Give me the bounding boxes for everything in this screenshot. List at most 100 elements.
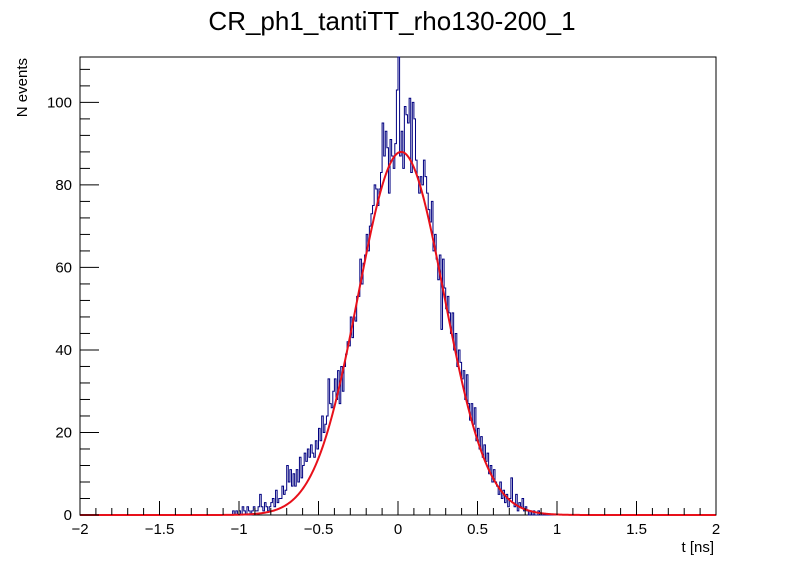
- x-tick-label: 1: [553, 521, 561, 538]
- histogram-bin: [377, 206, 379, 515]
- histogram-bin: [360, 259, 362, 515]
- histogram-bin: [457, 366, 459, 515]
- histogram-bin: [514, 507, 516, 515]
- y-axis-label: N events: [14, 58, 31, 117]
- x-tick-label: 0.5: [467, 521, 488, 538]
- histogram-bin: [428, 210, 430, 515]
- y-tick-label: 60: [55, 259, 72, 276]
- histogram-bin: [369, 226, 371, 515]
- histogram-bin: [388, 193, 390, 515]
- histogram-bin: [435, 234, 437, 515]
- histogram-bin: [414, 119, 416, 515]
- histogram-bin: [352, 338, 354, 515]
- histogram-bin: [390, 140, 392, 515]
- histogram-bin: [385, 131, 387, 515]
- histogram-bin: [358, 296, 360, 515]
- histogram-bin: [470, 420, 472, 515]
- y-axis: 0 20 40 60 80 100: [47, 68, 99, 524]
- histogram-bin: [479, 449, 481, 515]
- histogram-bin: [379, 189, 381, 515]
- histogram-bin: [363, 263, 365, 515]
- histogram-bin: [376, 189, 378, 515]
- histogram-bin: [342, 391, 344, 515]
- histogram-bin: [374, 185, 376, 515]
- histogram-bin: [368, 251, 370, 515]
- histogram-bin: [339, 404, 341, 515]
- histogram-outline: [80, 56, 716, 516]
- histogram-bin: [415, 160, 417, 515]
- histogram-bin: [501, 498, 503, 515]
- histogram-bin: [425, 177, 427, 515]
- histogram-bin: [444, 288, 446, 515]
- y-tick-label: 80: [55, 177, 72, 194]
- histogram-bin: [295, 486, 297, 515]
- histogram-bin: [417, 177, 419, 515]
- histogram-bin: [473, 424, 475, 515]
- histogram-bin: [312, 453, 314, 515]
- histogram-bin: [350, 317, 352, 515]
- histogram-bin: [449, 313, 451, 515]
- histogram-bin: [420, 177, 422, 515]
- histogram-bin: [401, 131, 403, 515]
- histogram-bin: [353, 317, 355, 515]
- histogram-bin: [357, 296, 359, 515]
- histogram-bin: [347, 342, 349, 515]
- x-tick-label: 2: [712, 521, 720, 538]
- histogram-bin: [393, 168, 395, 515]
- histogram-bin: [288, 482, 290, 515]
- histogram-bin: [373, 206, 375, 515]
- histogram-bin: [408, 123, 410, 515]
- histogram-bin: [349, 346, 351, 515]
- histogram-bin: [309, 457, 311, 515]
- histogram-bin: [366, 234, 368, 515]
- histogram-bin: [450, 333, 452, 515]
- x-axis-label: t [ns]: [681, 539, 714, 556]
- histogram-bin: [371, 214, 373, 515]
- histogram-bin: [355, 321, 357, 515]
- histogram-bin: [411, 173, 413, 515]
- x-tick-label: −0.5: [304, 521, 334, 538]
- histogram-bin: [306, 461, 308, 515]
- histogram-bin: [465, 399, 467, 515]
- x-tick-label: 1.5: [626, 521, 647, 538]
- plot-frame: [79, 56, 717, 516]
- histogram-bin: [419, 193, 421, 515]
- histogram-bin: [392, 156, 394, 515]
- histogram-bin: [441, 329, 443, 515]
- histogram-bin: [365, 255, 367, 515]
- histogram-bin: [395, 144, 397, 515]
- histogram-bin: [446, 309, 448, 515]
- histogram-bin: [346, 354, 348, 515]
- histogram-bin: [485, 461, 487, 515]
- histogram-bins: [233, 57, 540, 515]
- y-tick-label: 20: [55, 424, 72, 441]
- histogram-bin: [361, 284, 363, 515]
- histogram-bin: [517, 511, 519, 515]
- histogram-bin: [427, 193, 429, 515]
- y-tick-label: 100: [47, 94, 72, 111]
- x-tick-label: −2: [71, 521, 88, 538]
- y-tick-label: 40: [55, 342, 72, 359]
- histogram-bin: [433, 251, 435, 515]
- histogram-bin: [498, 494, 500, 515]
- histogram-bin: [438, 280, 440, 515]
- histogram-bin: [298, 482, 300, 515]
- histogram-bin: [454, 350, 456, 515]
- x-tick-label: −1: [230, 521, 247, 538]
- histogram-bin: [403, 168, 405, 515]
- histogram-bin: [387, 148, 389, 515]
- histogram-bin: [430, 222, 432, 515]
- x-tick-label: −1.5: [145, 521, 175, 538]
- histogram-bin: [436, 259, 438, 515]
- gaussian-fit-curve: [80, 150, 716, 516]
- histogram-bin: [447, 296, 449, 515]
- histogram-bin: [505, 503, 507, 515]
- chart-title: CR_ph1_tantiTT_rho130-200_1: [208, 6, 575, 36]
- x-tick-label: 0: [394, 521, 402, 538]
- x-axis: −2 −1.5 −1 −0.5 0 0.5 1 1.5 2: [71, 501, 720, 538]
- histogram-bin: [423, 160, 425, 515]
- histogram-bin: [489, 474, 491, 515]
- histogram-bin: [422, 185, 424, 515]
- y-tick-label: 0: [64, 507, 72, 524]
